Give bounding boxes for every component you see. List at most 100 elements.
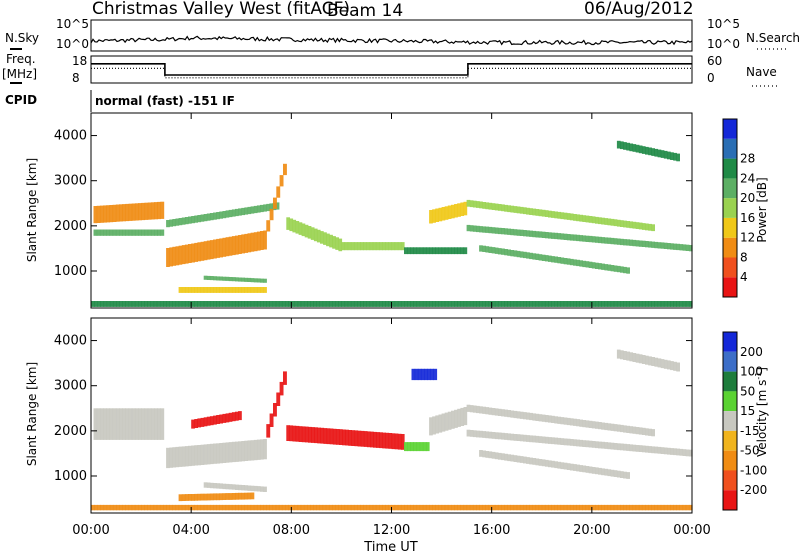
heatmap-cell	[238, 235, 242, 254]
heatmap-cell	[454, 504, 458, 511]
heatmap-cell	[513, 229, 518, 236]
heatmap-cell	[144, 408, 149, 440]
y-tick-label: 4000	[54, 129, 87, 144]
heatmap-cell	[269, 301, 274, 307]
velocity-heatmap	[91, 349, 693, 511]
heatmap-cell	[635, 353, 640, 363]
heatmap-cell	[404, 301, 408, 307]
heatmap-cell	[366, 504, 371, 511]
noise-panel-frame	[90, 19, 693, 52]
heatmap-cell	[263, 301, 267, 307]
heatmap-cell	[438, 414, 443, 433]
heatmap-cell	[219, 287, 223, 293]
heatmap-cell	[523, 301, 527, 307]
heatmap-cell	[648, 428, 652, 436]
heatmap-cell	[616, 265, 621, 273]
heatmap-cell	[523, 230, 527, 237]
heatmap-cell	[482, 450, 486, 458]
heatmap-cell	[441, 504, 446, 511]
heatmap-cell	[416, 442, 421, 452]
heatmap-cell	[548, 210, 552, 218]
heatmap-cell	[557, 257, 562, 264]
heatmap-cell	[250, 232, 255, 252]
heatmap-cell	[429, 417, 433, 436]
heatmap-cell	[582, 420, 587, 428]
heatmap-cell	[526, 504, 530, 511]
colorbar-tick-label: -50	[740, 444, 760, 458]
heatmap-cell	[141, 301, 145, 307]
heatmap-cell	[394, 242, 399, 251]
heatmap-cell	[150, 408, 155, 440]
heatmap-cell	[228, 412, 233, 422]
heatmap-cell	[301, 426, 306, 443]
heatmap-cell	[551, 437, 555, 445]
heatmap-cell	[438, 247, 443, 255]
heatmap-cell	[253, 287, 258, 293]
heatmap-cell	[551, 211, 555, 218]
heatmap-cell	[308, 426, 312, 443]
heatmap-cell	[357, 504, 361, 511]
heatmap-cell	[357, 430, 362, 447]
heatmap-cell	[679, 244, 684, 251]
heatmap-cell	[451, 410, 455, 429]
heatmap-cell	[216, 443, 220, 464]
heatmap-cell	[191, 301, 195, 307]
heatmap-cell	[472, 200, 477, 208]
heatmap-cell	[138, 408, 142, 440]
heatmap-cell	[551, 460, 555, 468]
band-12	[203, 482, 267, 492]
heatmap-cell	[157, 408, 161, 440]
heatmap-cell	[635, 222, 640, 229]
heatmap-cell	[447, 247, 452, 255]
heatmap-cell	[307, 301, 311, 307]
heatmap-cell	[607, 442, 612, 450]
heatmap-cell	[648, 356, 652, 366]
heatmap-cell	[432, 247, 436, 255]
heatmap-cell	[504, 249, 508, 256]
heatmap-cell	[222, 442, 227, 463]
heatmap-cell	[339, 429, 343, 445]
heatmap-cell	[510, 228, 515, 236]
heatmap-cell	[635, 445, 640, 452]
heatmap-cell	[213, 239, 217, 259]
heatmap-cell	[544, 210, 549, 217]
heatmap-cell	[654, 357, 659, 367]
colorbar-tick-label: -15	[740, 424, 760, 438]
heatmap-cell	[103, 408, 107, 440]
heatmap-cell	[269, 203, 274, 211]
heatmap-cell	[582, 260, 587, 268]
heatmap-cell	[128, 229, 133, 236]
heatmap-cell	[188, 301, 192, 307]
heatmap-cell	[112, 229, 117, 236]
heatmap-cell	[295, 221, 300, 234]
heatmap-cell	[613, 504, 618, 511]
heatmap-cell	[629, 143, 634, 152]
heatmap-cell	[444, 504, 449, 511]
heatmap-cell	[225, 442, 230, 463]
heatmap-cell	[209, 213, 214, 221]
heatmap-cell	[247, 504, 252, 511]
heatmap-cell	[138, 301, 142, 307]
heatmap-cell	[670, 301, 674, 307]
heatmap-cell	[366, 431, 371, 448]
heatmap-cell	[222, 504, 227, 511]
heatmap-cell	[454, 409, 458, 428]
heatmap-cell	[231, 484, 236, 490]
heatmap-cell	[485, 226, 490, 233]
heatmap-cell	[591, 262, 596, 269]
heatmap-cell	[188, 244, 192, 263]
heatmap-cell	[119, 204, 123, 222]
heatmap-cell	[432, 416, 436, 435]
heatmap-cell	[97, 504, 101, 511]
heatmap-cell	[513, 250, 518, 257]
heatmap-cell	[635, 301, 640, 307]
heatmap-cell	[535, 458, 540, 466]
heatmap-cell	[579, 465, 583, 472]
heatmap-cell	[591, 236, 596, 243]
heatmap-cell	[466, 301, 471, 307]
colorbar-tick-label: 4	[740, 270, 748, 284]
heatmap-cell	[194, 445, 198, 466]
heatmap-cell	[231, 504, 236, 511]
heatmap-cell	[601, 441, 605, 449]
heatmap-cell	[626, 444, 630, 451]
